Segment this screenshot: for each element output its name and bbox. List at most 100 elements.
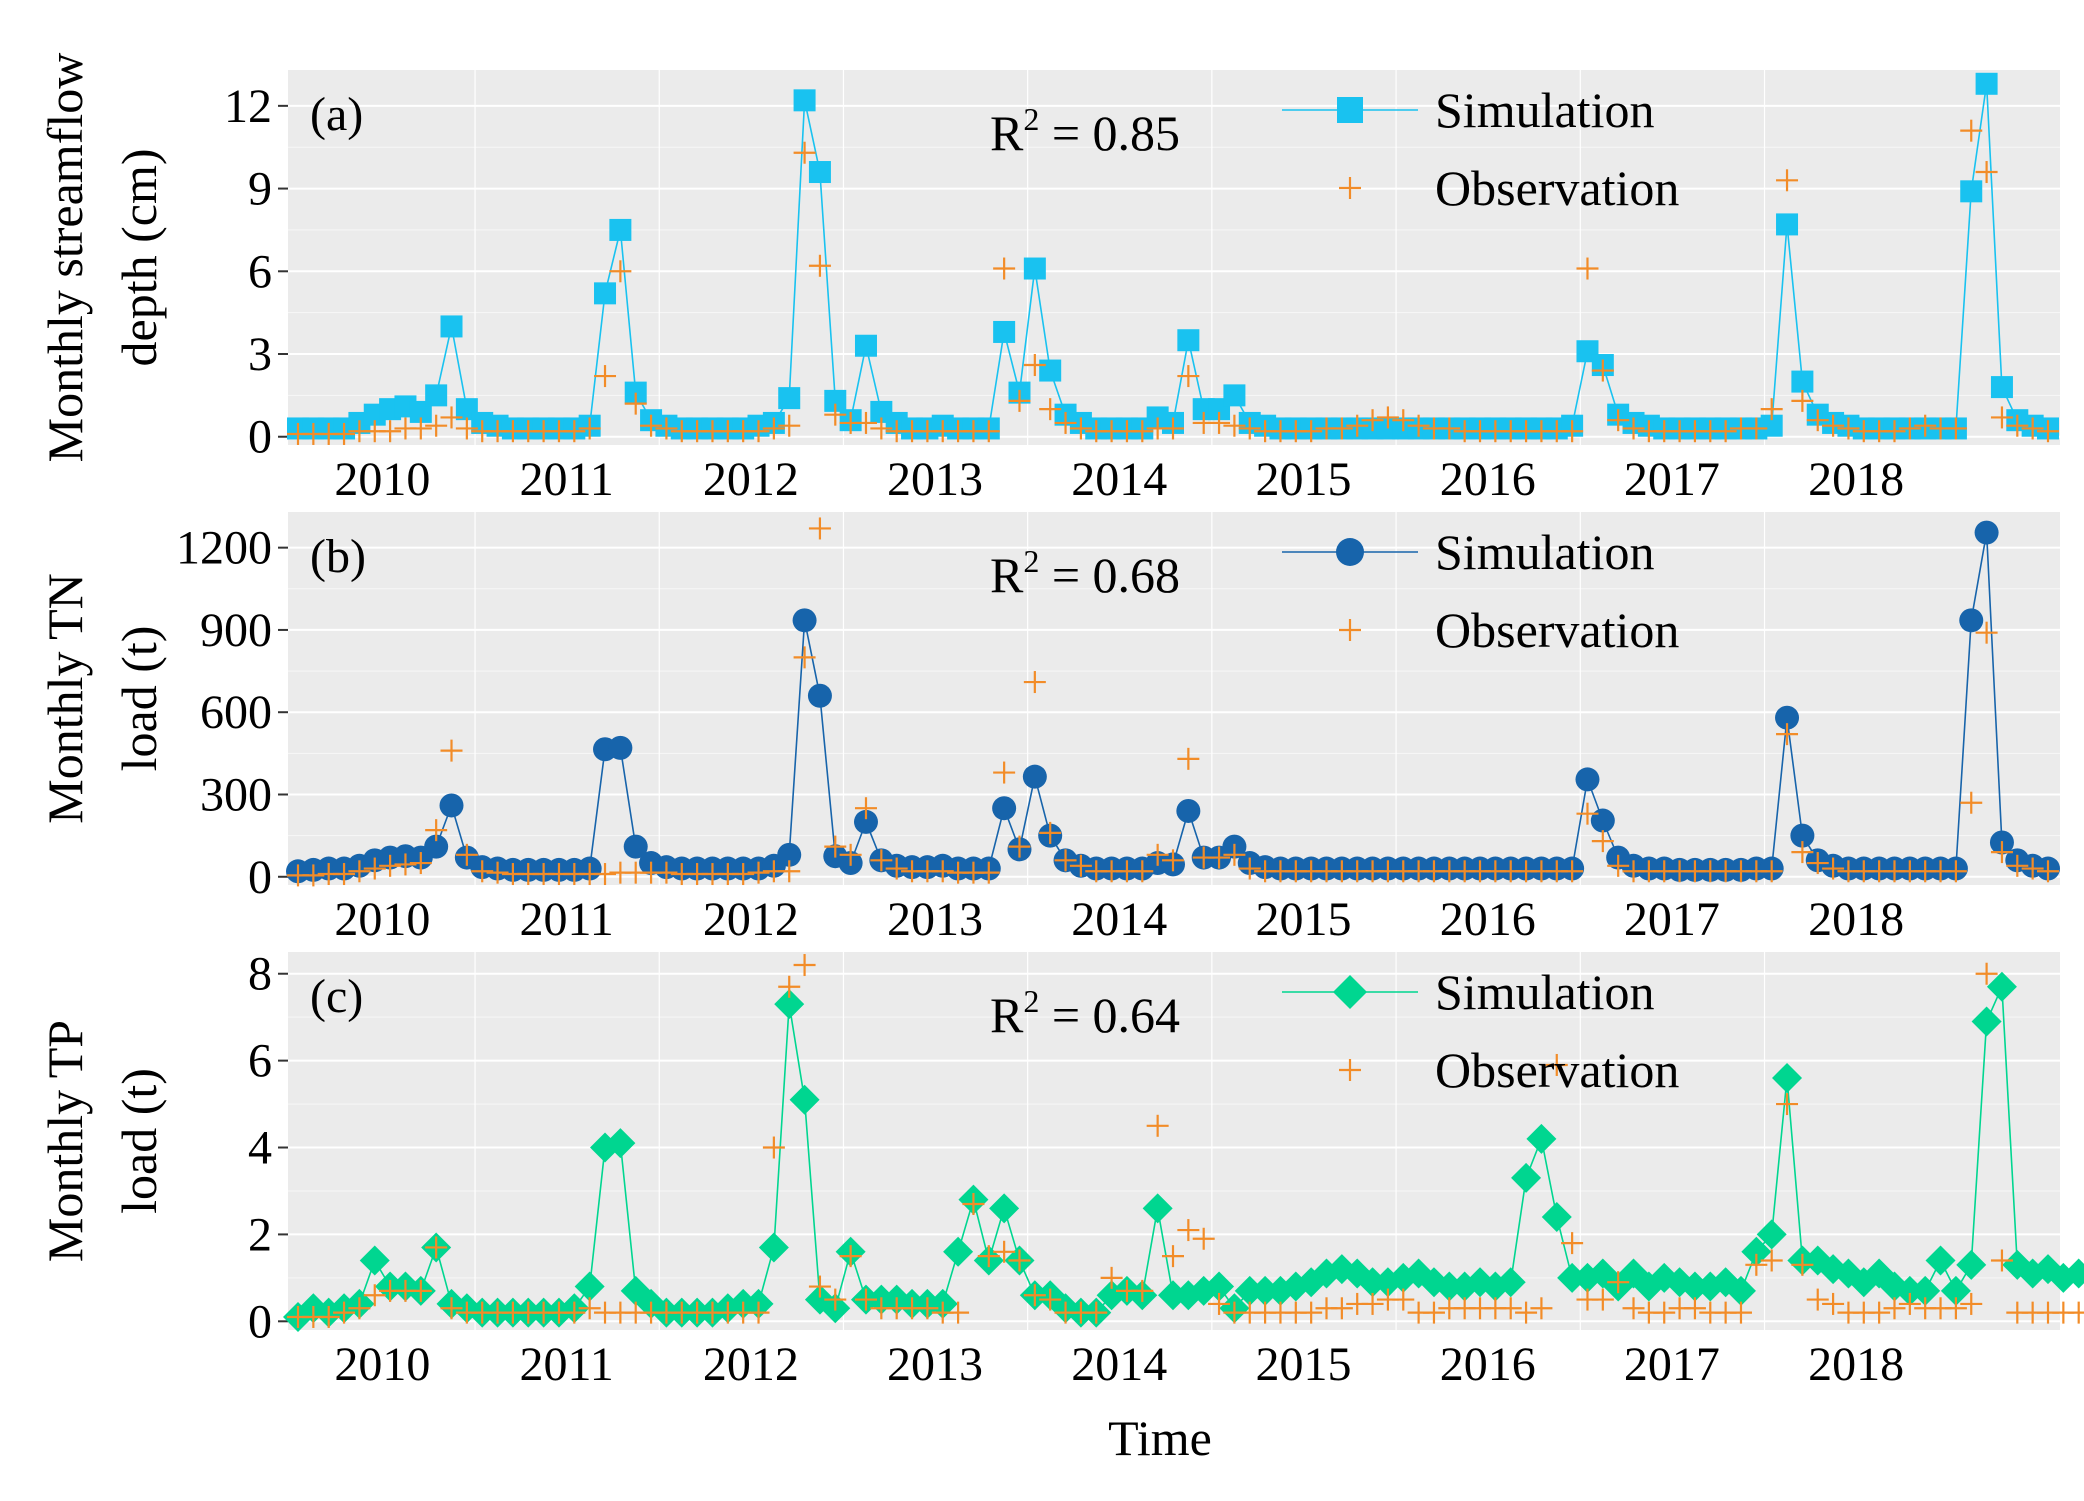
observation-point [1868,1301,1891,1324]
legend-simulation-marker [1336,538,1364,566]
x-tick-label: 2017 [1624,1338,1720,1391]
simulation-point [1176,798,1201,823]
x-tick-label: 2012 [703,453,799,506]
x-tick-label: 2010 [334,893,430,946]
observation-point [1837,417,1860,440]
observation-point [655,861,678,884]
r2-annotation: R2 = 0.85 [990,101,1180,161]
observation-point [1162,849,1184,872]
observation-point [793,954,816,977]
observation-point [1085,1301,1108,1324]
y-tick-label: 12 [224,80,272,133]
simulation-point [1590,808,1615,833]
y-tick-label: 600 [200,686,272,739]
x-tick-label: 2012 [703,893,799,946]
observation-point [1515,1301,1538,1324]
y-tick-label: 1200 [176,522,272,575]
observation-point [1208,846,1231,869]
x-tick-label: 2013 [887,893,983,946]
observation-point [1131,860,1154,883]
observation-point [747,420,770,443]
simulation-point [1023,257,1046,280]
observation-point [1729,1301,1752,1324]
simulation-point [1959,608,1984,633]
simulation-point [1434,1271,1465,1302]
observation-point [947,1301,970,1324]
observation-point [1791,841,1814,864]
simulation-point [1776,213,1799,236]
y-axis-title: Monthly TP load (t) [37,1020,167,1262]
simulation-point [574,1271,605,1302]
observation-point [1791,389,1814,412]
observation-point [1591,830,1614,853]
simulation-point [1511,1162,1542,1193]
simulation-point [1177,329,1200,352]
observation-point [425,414,448,437]
observation-point [563,1301,586,1324]
observation-point [1960,791,1983,814]
observation-point [1622,1297,1645,1320]
observation-point [1745,417,1768,440]
r2-annotation: R2 = 0.64 [990,983,1180,1043]
x-tick-label: 2015 [1255,1338,1351,1391]
simulation-point [1974,520,1999,545]
observation-point [624,392,647,415]
observation-point [977,861,1000,884]
simulation-point [993,320,1016,343]
observation-point [2037,860,2059,883]
simulation-point [359,1245,390,1276]
simulation-point [1250,1275,1281,1306]
y-tick-label: 4 [248,1122,272,1175]
observation-point [1177,747,1200,770]
observation-point [440,406,463,429]
observation-point [1192,1227,1215,1250]
simulation-point [1894,1275,1925,1306]
observation-point [747,861,770,884]
observation-point [839,1245,862,1268]
y-tick-label: 6 [248,245,272,298]
legend-simulation-label: Simulation [1435,964,1654,1020]
observation-point [1177,365,1200,388]
observation-point [1745,1253,1768,1276]
simulation-point [1495,1267,1526,1298]
simulation-point [1158,1280,1188,1311]
observation-point [1990,841,2013,864]
observation-point [1499,1297,1522,1320]
simulation-point [992,796,1017,821]
observation-point [1392,409,1415,432]
simulation-point [1526,1123,1557,1154]
simulation-point [605,1128,636,1159]
x-tick-label: 2018 [1808,1338,1904,1391]
observation-point [1760,1249,1783,1272]
observation-point [1960,1292,1983,1315]
observation-point [1975,161,1998,184]
observation-point [870,849,893,872]
y-tick-label: 8 [248,948,272,1001]
panel-c: 0 2 4 6 8 2010 2011 2012 2013 2014 2015 2016 2017 201… [37,948,2084,1391]
simulation-point [1791,370,1814,393]
simulation-point [792,608,817,633]
observation-point [1760,860,1783,883]
x-tick-label: 2010 [334,453,430,506]
simulation-point [623,834,648,859]
observation-point [1208,1292,1231,1315]
simulation-point [1234,1275,1265,1306]
observation-point [1100,1266,1123,1289]
observation-point [1622,417,1645,440]
observation-point [870,417,893,440]
observation-point [609,260,632,283]
observation-point [425,819,448,842]
simulation-point [1990,376,2013,399]
observation-point [1300,1301,1323,1324]
simulation-point [1022,764,1047,789]
y-tick-label: 0 [248,1295,272,1348]
observation-point [363,857,386,880]
panel-label: (b) [310,530,366,583]
x-tick-label: 2011 [520,453,614,506]
observation-point [1146,843,1169,866]
observation-point [1806,1288,1829,1311]
simulation-point [1142,1193,1173,1224]
observation-point [317,1305,340,1328]
observation-point [1607,409,1630,432]
observation-point [1069,417,1092,440]
